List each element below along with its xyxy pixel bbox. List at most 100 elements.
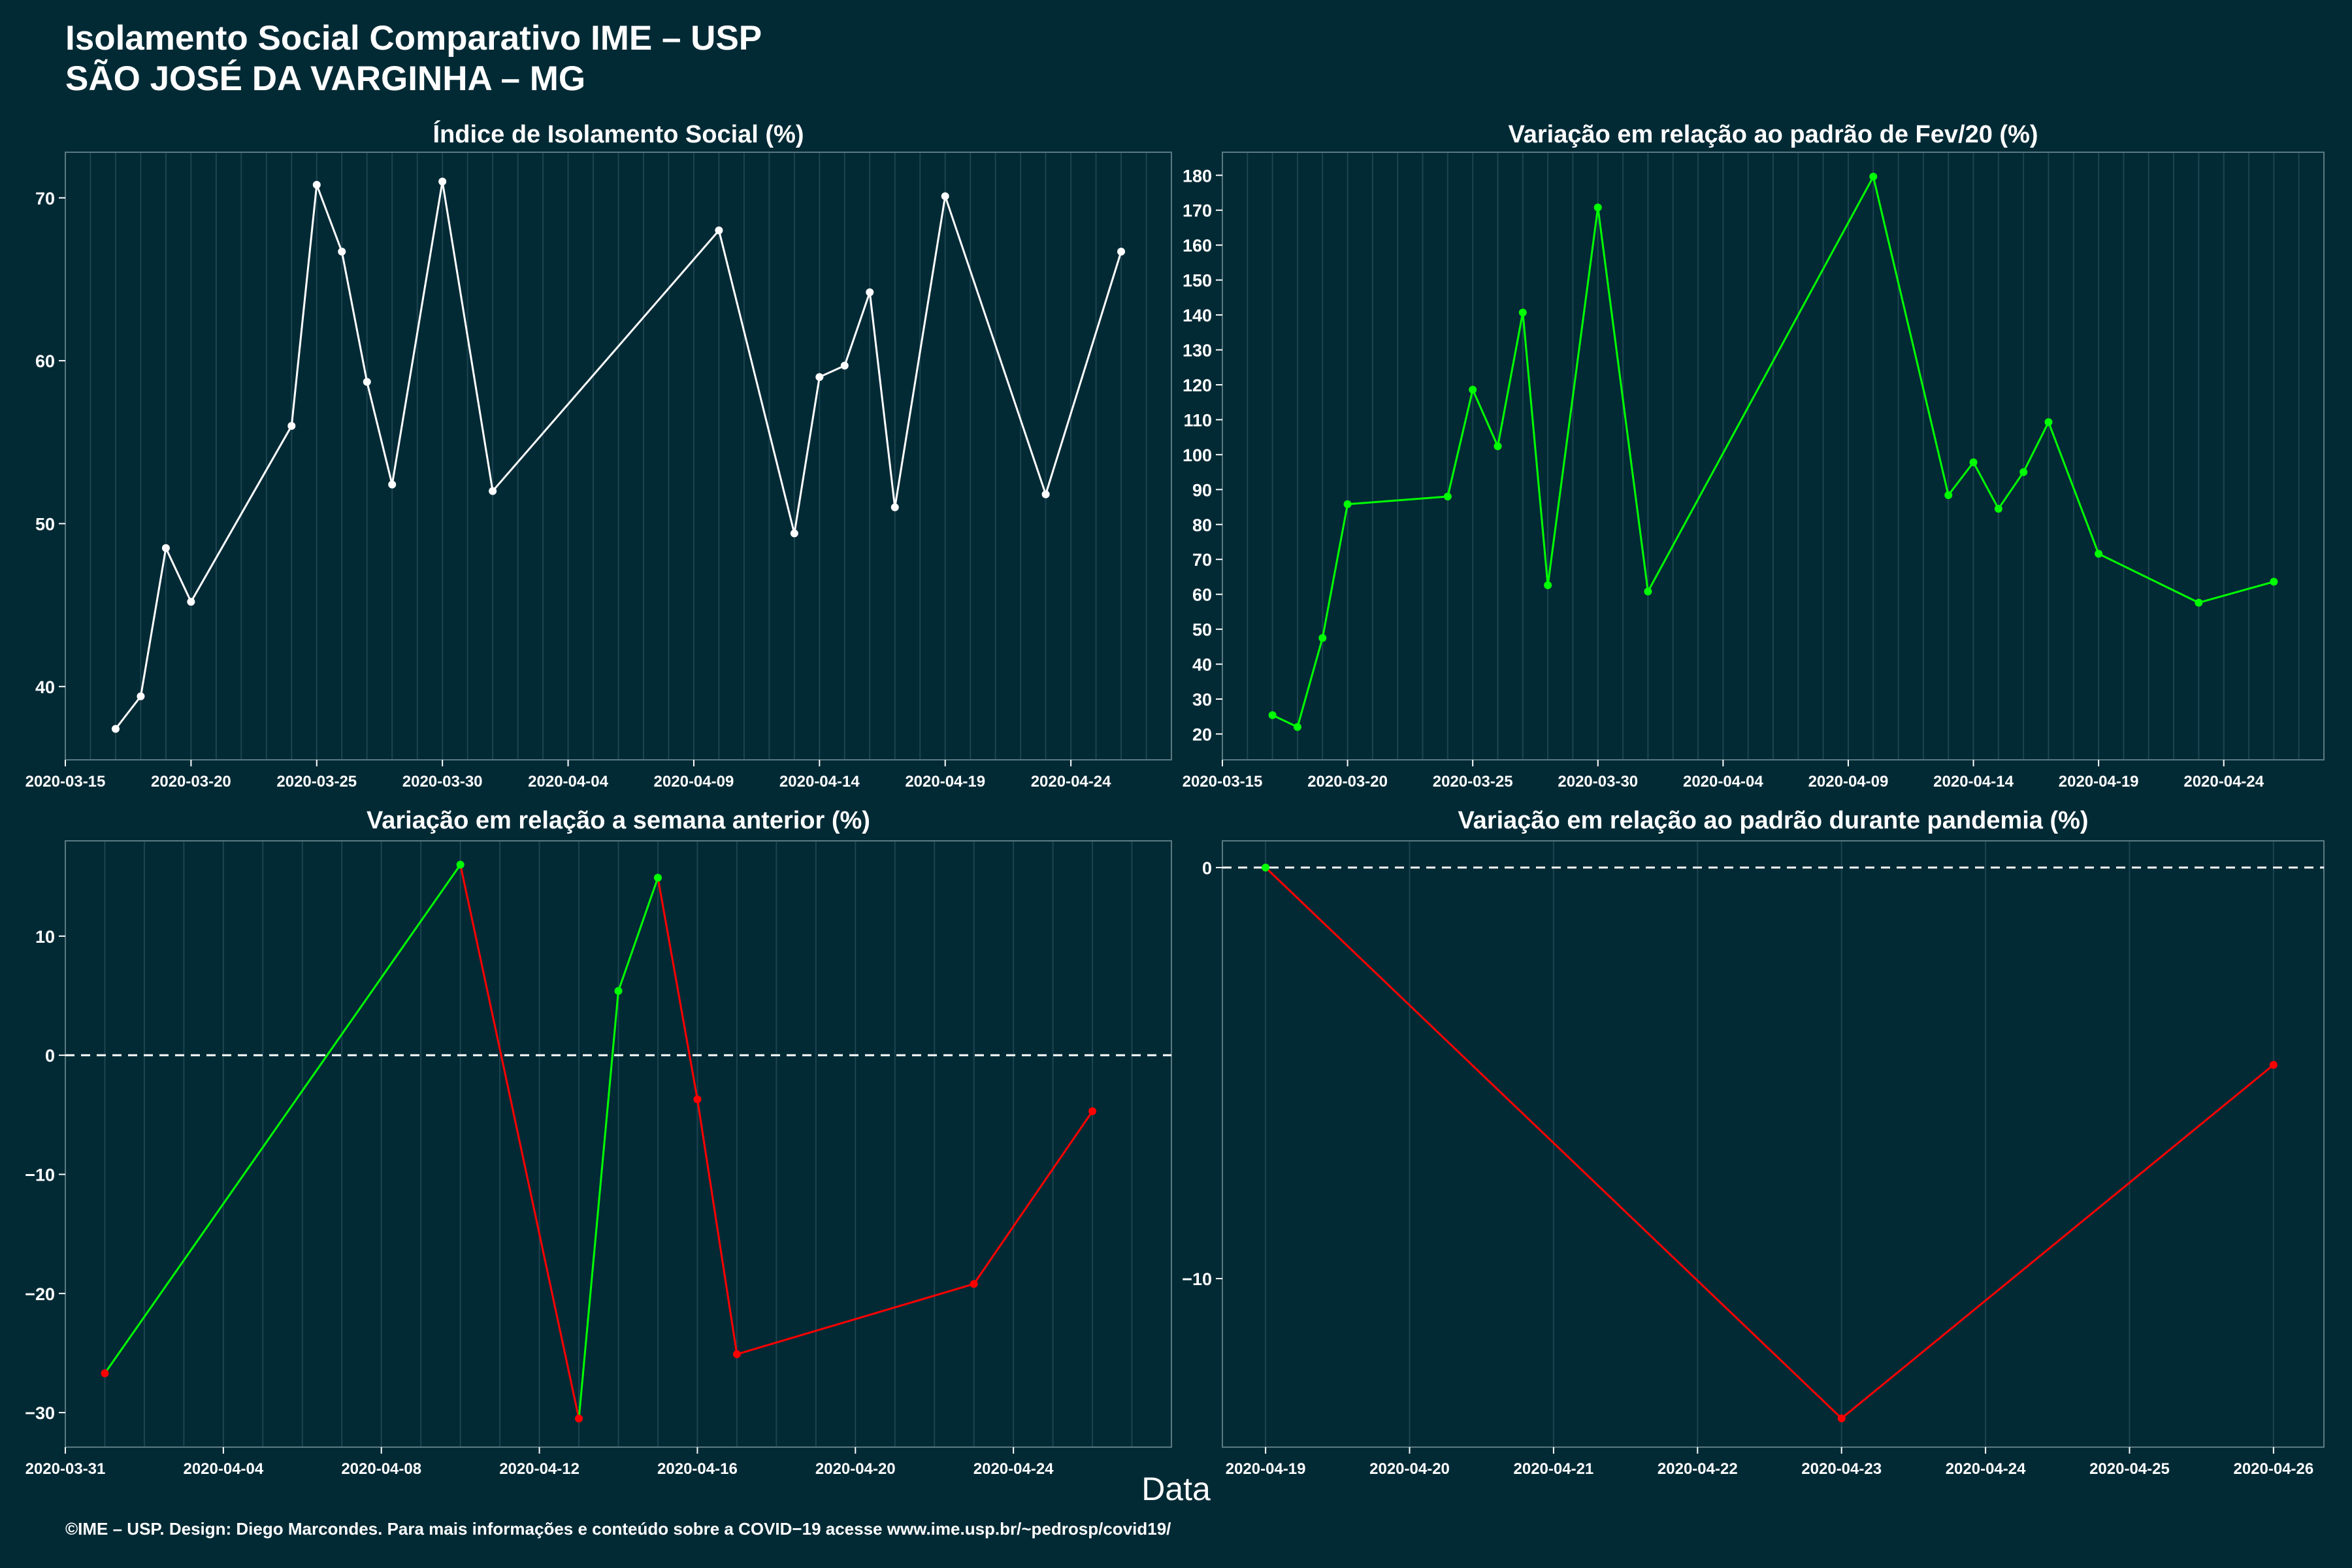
series-segment [578, 990, 619, 1419]
series-segment [459, 864, 580, 1419]
series-segment [2048, 421, 2100, 555]
series-segment [1948, 461, 1974, 496]
y-tick-label: 0 [1202, 858, 1212, 878]
x-tick-label: 2020-04-24 [2183, 773, 2264, 791]
x-tick-label: 2020-04-20 [815, 1460, 896, 1478]
series-segment [1997, 471, 2025, 510]
series-segment [944, 195, 1047, 495]
series-segment [894, 196, 947, 508]
data-point [2044, 418, 2053, 427]
caption: ©IME – USP. Design: Diego Marcondes. Par… [65, 1519, 1171, 1539]
x-tick-label: 2020-04-09 [654, 773, 734, 791]
series-segment [104, 864, 461, 1374]
data-point [653, 874, 662, 882]
data-point [363, 378, 371, 386]
y-tick-label: 140 [1183, 306, 1212, 325]
data-point [111, 725, 120, 733]
x-axis-label: Data [1141, 1471, 1211, 1507]
x-tick-label: 2020-04-26 [2233, 1460, 2313, 1478]
data-point [2195, 598, 2203, 607]
data-point [2019, 468, 2028, 476]
series-segment [1471, 389, 1499, 447]
y-tick-label: 10 [35, 927, 55, 947]
y-tick-label: 60 [35, 351, 55, 371]
y-tick-label: 30 [1192, 690, 1212, 710]
y-tick-label: 120 [1183, 376, 1212, 395]
y-tick-label: 70 [1192, 550, 1212, 570]
x-tick-label: 2020-04-04 [528, 773, 608, 791]
x-tick-label: 2020-03-25 [1433, 773, 1513, 791]
data-point [2269, 1060, 2278, 1069]
series-segment [1296, 638, 1324, 728]
y-tick-label: 40 [1192, 655, 1212, 675]
series-segment [290, 184, 318, 427]
series-segment [190, 425, 293, 602]
series-segment [657, 877, 698, 1100]
series-segment [1265, 866, 1842, 1420]
x-tick-label: 2020-04-12 [499, 1460, 580, 1478]
data-point [614, 987, 623, 995]
x-tick-label: 2020-04-19 [2059, 773, 2139, 791]
data-point [732, 1350, 741, 1358]
data-point [438, 177, 447, 186]
series-segment [1597, 207, 1649, 592]
data-point [388, 480, 397, 489]
data-point [575, 1414, 583, 1423]
data-point [1544, 581, 1552, 589]
panel-frame [65, 840, 1172, 1448]
data-point [187, 598, 195, 606]
series-segment [366, 382, 393, 485]
data-point [1494, 442, 1502, 451]
data-point [1469, 385, 1477, 394]
panel-title: Variação em relação a semana anterior (%… [367, 807, 870, 834]
panel-title: Índice de Isolamento Social (%) [433, 120, 804, 148]
x-tick-label: 2020-04-23 [1801, 1460, 1882, 1478]
y-tick-label: 90 [1192, 480, 1212, 500]
series-segment [340, 251, 368, 382]
series-segment [843, 291, 871, 367]
series-segment [868, 292, 896, 508]
x-tick-label: 2020-03-20 [151, 773, 231, 791]
series-segment [973, 1111, 1094, 1285]
x-tick-label: 2020-03-15 [1183, 773, 1263, 791]
y-tick-label: −10 [1182, 1269, 1212, 1289]
x-tick-label: 2020-04-20 [1369, 1460, 1450, 1478]
data-point [970, 1280, 978, 1288]
x-tick-label: 2020-03-20 [1307, 773, 1388, 791]
series-segment [1321, 504, 1349, 638]
data-point [312, 180, 321, 189]
series-segment [165, 547, 192, 602]
series-segment [696, 1099, 738, 1355]
y-tick-label: 0 [45, 1046, 55, 1066]
x-tick-label: 2020-04-19 [1226, 1460, 1306, 1478]
x-tick-label: 2020-04-14 [779, 773, 860, 791]
series-segment [1522, 312, 1549, 585]
data-point [1262, 863, 1270, 872]
x-tick-label: 2020-04-22 [1658, 1460, 1738, 1478]
y-tick-label: 160 [1183, 236, 1212, 255]
series-segment [819, 365, 845, 378]
x-tick-label: 2020-04-25 [2089, 1460, 2170, 1478]
data-point [1117, 248, 1126, 256]
y-tick-label: 20 [1192, 725, 1212, 744]
data-point [137, 692, 145, 700]
data-point [2095, 549, 2103, 558]
data-point [338, 248, 346, 256]
x-tick-label: 2020-03-31 [25, 1460, 106, 1478]
series-segment [1347, 495, 1448, 506]
panel-frame [65, 152, 1172, 760]
page-title-line2: SÃO JOSÉ DA VARGINHA – MG [65, 59, 586, 98]
data-point [2270, 578, 2278, 586]
page-title: Isolamento Social Comparativo IME – USP … [65, 18, 762, 99]
series-segment [1840, 1064, 2274, 1420]
data-point [890, 503, 899, 512]
y-tick-label: 40 [35, 678, 55, 697]
data-point [1088, 1107, 1097, 1115]
series-segment [316, 184, 343, 252]
series-segment [1497, 312, 1524, 447]
y-tick-label: 50 [1192, 620, 1212, 640]
data-point [1944, 491, 1953, 499]
series-segment [1446, 389, 1474, 497]
series-segment [617, 877, 659, 992]
